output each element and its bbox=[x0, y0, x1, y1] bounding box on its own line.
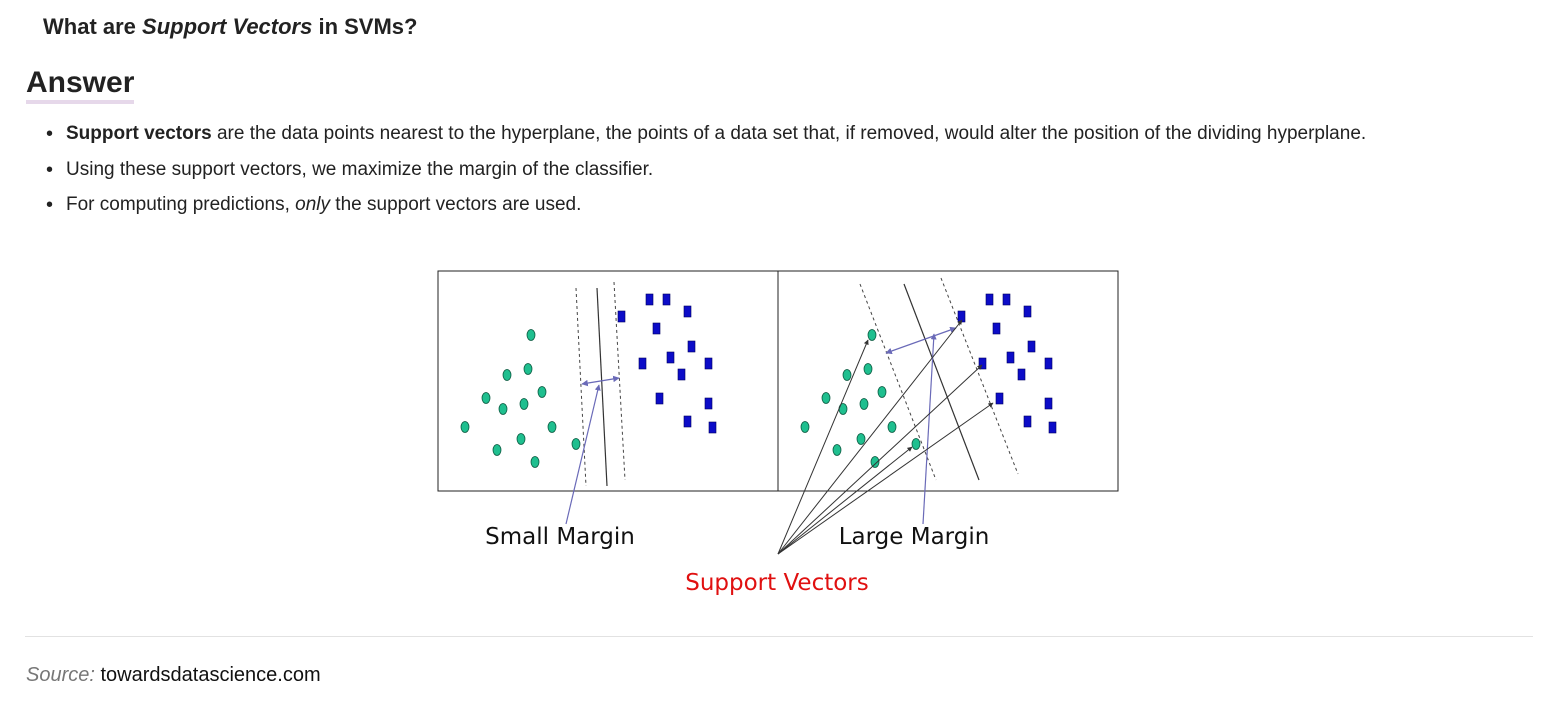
list-item: Using these support vectors, we maximize… bbox=[42, 156, 1366, 192]
small-margin-hyperplane bbox=[596, 287, 608, 487]
bullet-text: Using these support vectors, we maximize… bbox=[66, 158, 654, 180]
bullet-bold-term: Support vectors bbox=[66, 123, 212, 144]
large-margin-width-arrow bbox=[885, 326, 957, 355]
question-emphasis: Support Vectors bbox=[142, 14, 313, 39]
bullet-prefix: For computing predictions, bbox=[66, 194, 296, 215]
small-margin-panel bbox=[437, 270, 779, 492]
source-line: Source: towardsdatascience.com bbox=[26, 664, 321, 687]
section-divider bbox=[25, 636, 1533, 637]
support-vectors-label: Support Vectors bbox=[685, 570, 869, 596]
bullet-italic: only bbox=[295, 194, 331, 215]
large-margin-label: Large Margin bbox=[839, 524, 990, 550]
list-item: Support vectors are the data points near… bbox=[42, 120, 1366, 156]
bullet-text: are the data points nearest to the hyper… bbox=[211, 123, 1367, 144]
large-margin-hyperplane bbox=[903, 283, 980, 481]
small-margin-label: Small Margin bbox=[485, 524, 635, 550]
small-margin-squares bbox=[617, 293, 717, 434]
large-margin-squares bbox=[957, 293, 1057, 434]
question-prefix: What are bbox=[43, 14, 143, 39]
source-label: Source: bbox=[26, 664, 95, 686]
list-item: For computing predictions, only the supp… bbox=[42, 191, 1366, 227]
small-margin-circles bbox=[460, 329, 581, 468]
large-margin-boundary-right bbox=[940, 277, 1019, 475]
bullet-suffix: the support vectors are used. bbox=[330, 194, 582, 215]
large-margin-circles bbox=[800, 329, 921, 468]
answer-heading: Answer bbox=[26, 66, 135, 104]
large-margin-pointer bbox=[922, 333, 937, 525]
source-value: towardsdatascience.com bbox=[100, 664, 321, 686]
question-title: What are Support Vectors in SVMs? bbox=[43, 14, 417, 40]
question-suffix: in SVMs? bbox=[312, 14, 418, 39]
large-margin-panel bbox=[777, 270, 1119, 492]
large-margin-boundary-left bbox=[859, 283, 937, 481]
support-vector-arrows bbox=[777, 319, 994, 555]
small-margin-pointer bbox=[565, 384, 601, 525]
small-margin-width-arrow bbox=[581, 375, 620, 387]
answer-list: Support vectors are the data points near… bbox=[42, 120, 1366, 227]
svm-margin-figure: Small Margin Large Margin Support Vector… bbox=[437, 270, 1119, 596]
